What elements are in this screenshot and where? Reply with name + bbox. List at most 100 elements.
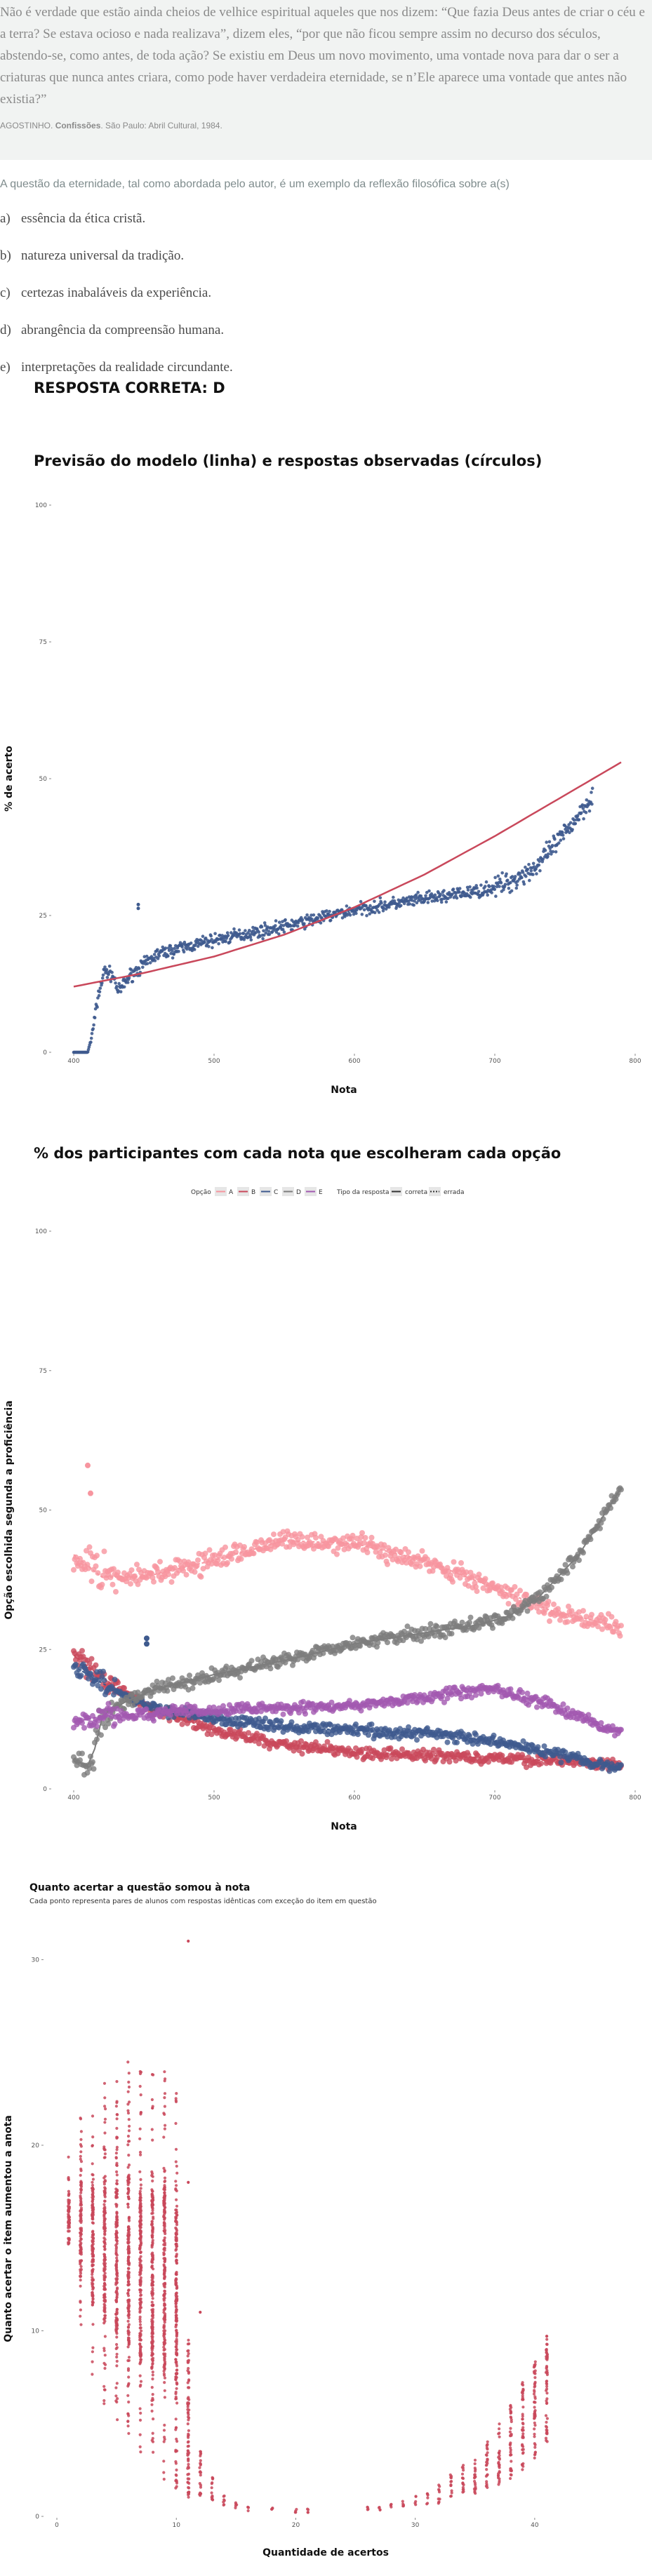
- option-text: abrangência da compreensão humana.: [21, 323, 225, 337]
- chart3-point: [138, 2229, 142, 2233]
- chart1-observed-point: [541, 857, 545, 861]
- chart3-point: [79, 2184, 83, 2187]
- chart3-point: [140, 2301, 143, 2305]
- chart3-point: [151, 2203, 155, 2207]
- chart1-observed-point: [378, 896, 382, 900]
- chart3-point: [115, 2188, 119, 2192]
- chart3-point: [150, 2335, 154, 2338]
- chart3-point: [79, 2188, 83, 2192]
- chart2-point-A: [568, 1608, 575, 1614]
- chart3-point: [162, 2166, 166, 2170]
- chart2-point-D: [130, 1702, 135, 1708]
- chart3-point: [151, 2396, 154, 2400]
- chart3-point: [151, 2393, 154, 2396]
- chart1-observed-point: [274, 930, 279, 934]
- chart2-point-B: [324, 1739, 331, 1745]
- chart3-point: [163, 2331, 166, 2335]
- chart2-point-E: [143, 1706, 149, 1712]
- chart3-point: [162, 2460, 166, 2463]
- chart3-point: [162, 2471, 166, 2474]
- chart1-observed-point: [535, 872, 538, 876]
- chart2-point-A: [195, 1557, 201, 1563]
- chart2-point-D: [197, 1679, 203, 1686]
- chart1-observed-point: [149, 955, 154, 958]
- chart2-point-D: [418, 1638, 424, 1644]
- chart2-point-D: [576, 1557, 582, 1563]
- chart2-point-A: [551, 1601, 557, 1607]
- chart3-title: Quanto acertar a questão somou à nota: [29, 1882, 251, 1893]
- chart1-observed-point: [105, 967, 109, 972]
- chart2-point-D: [248, 1658, 255, 1664]
- legend-label-D: D: [296, 1189, 301, 1196]
- chart3-point: [103, 2319, 107, 2323]
- chart2-point-A: [206, 1547, 213, 1553]
- chart2-point-A: [480, 1585, 486, 1591]
- chart3-point: [115, 2307, 119, 2311]
- chart3-point: [138, 2361, 142, 2364]
- chart3-point: [139, 2288, 142, 2292]
- chart2-point-D: [98, 1732, 104, 1738]
- chart3-point: [114, 2300, 119, 2303]
- chart1-observed-point: [527, 863, 531, 866]
- chart2-point-A: [86, 1544, 93, 1550]
- chart2-point-A: [254, 1539, 260, 1545]
- chart1-observed-point: [585, 798, 589, 802]
- chart3-point: [162, 2294, 166, 2297]
- chart3-point: [163, 2070, 166, 2074]
- chart2-point-A: [450, 1578, 455, 1585]
- chart3-point: [138, 2374, 142, 2377]
- chart2-point-A: [393, 1546, 399, 1552]
- chart3-point: [127, 2249, 131, 2253]
- chart2-point-C: [305, 1729, 312, 1735]
- chart2-point-B: [208, 1731, 215, 1738]
- chart1-observed-point: [262, 933, 266, 937]
- chart2-point-A: [305, 1534, 310, 1541]
- chart2-point-D: [570, 1564, 576, 1570]
- chart2-ytick-label: 0: [43, 1786, 47, 1793]
- chart1-observed-point: [510, 875, 514, 878]
- chart3-point: [127, 2129, 131, 2133]
- chart3-point: [79, 2206, 83, 2210]
- chart2-point-A: [390, 1557, 396, 1563]
- chart2-point-D: [423, 1625, 428, 1632]
- chart3-point: [79, 2323, 83, 2326]
- chart3-point: [164, 2077, 167, 2081]
- chart3-point: [79, 2191, 83, 2194]
- chart3-point: [126, 2394, 130, 2397]
- chart2-point-A: [280, 1529, 286, 1535]
- chart1-observed-point: [529, 869, 533, 873]
- chart3-point: [103, 2131, 107, 2135]
- chart2-point-A: [545, 1599, 552, 1604]
- chart3-point: [114, 2236, 118, 2239]
- chart3-point: [139, 2111, 142, 2114]
- chart1-observed-point: [490, 891, 493, 894]
- chart3-point: [103, 2175, 107, 2178]
- chart3-point: [91, 2239, 94, 2242]
- chart1-observed-point: [211, 946, 214, 950]
- chart3-point: [91, 2251, 95, 2255]
- chart1-observed-point: [262, 921, 267, 925]
- chart3-point: [114, 2105, 118, 2108]
- chart2-point-D: [401, 1628, 407, 1635]
- chart1-observed-point: [328, 918, 333, 923]
- chart2-point-E: [534, 1704, 540, 1710]
- chart2-point-D: [223, 1663, 229, 1670]
- chart2-point-A: [617, 1632, 623, 1639]
- chart2-point-E: [444, 1696, 451, 1702]
- chart2-point-A: [286, 1543, 293, 1550]
- chart2-point-C: [491, 1732, 497, 1738]
- chart2-point-A: [498, 1584, 504, 1590]
- chart3-point: [138, 2418, 142, 2422]
- option-e: e) interpretações da realidade circundant…: [0, 360, 233, 375]
- chart3-point: [103, 2248, 107, 2251]
- option-text: interpretações da realidade circundante.: [21, 360, 233, 375]
- chart3-point: [91, 2180, 94, 2184]
- chart2-point-A: [385, 1561, 390, 1567]
- chart3-point: [114, 2156, 118, 2159]
- chart3-point: [67, 2214, 70, 2218]
- chart3-point: [67, 2205, 72, 2209]
- chart3-point: [127, 2359, 131, 2362]
- chart3-point: [151, 2138, 154, 2142]
- chart2-point-A: [95, 1570, 101, 1576]
- chart2-point-C: [368, 1721, 375, 1727]
